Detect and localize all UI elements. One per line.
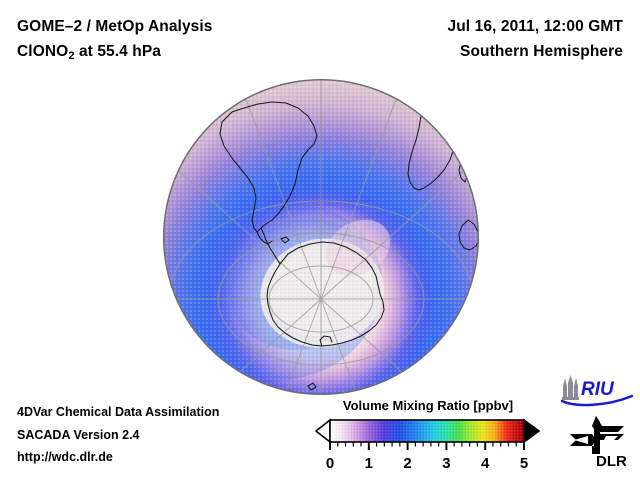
hemisphere-label: Southern Hemisphere <box>460 43 623 60</box>
colorbar-left-cap <box>314 418 331 444</box>
colorbar-svg: 0 1 2 3 4 5 <box>314 418 541 472</box>
header-right: Jul 16, 2011, 12:00 GMT Southern Hemisph… <box>448 14 623 64</box>
colorbar-ticks <box>329 442 525 450</box>
coastline-island-b <box>307 382 317 391</box>
species-subscript: 2 <box>68 50 75 62</box>
coastline-island-a <box>215 374 227 384</box>
globe-svg <box>162 78 480 396</box>
colorbar: Volume Mixing Ratio [ppbv] 0 1 2 3 4 5 <box>310 398 546 478</box>
timestamp-label: Jul 16, 2011, 12:00 GMT <box>447 18 623 35</box>
coastline-patagonia-detail <box>256 231 273 245</box>
title-species: ClONO2 at 55.4 hPa <box>17 39 213 69</box>
colorbar-tick-label: 1 <box>365 455 373 472</box>
title-instrument: GOME–2 / MetOp Analysis <box>17 18 213 35</box>
colorbar-tick-label: 3 <box>442 455 450 472</box>
footer-method: 4DVar Chemical Data Assimilation <box>17 405 220 419</box>
species-level: at 55.4 hPa <box>74 43 162 60</box>
riu-wordmark: RIU <box>581 379 615 400</box>
colorbar-title: Volume Mixing Ratio [ppbv] <box>342 398 514 413</box>
colorbar-tick-label: 4 <box>481 455 490 472</box>
riu-logo: RIU <box>560 375 634 407</box>
species-name: ClONO <box>17 43 69 60</box>
globe-limb <box>162 78 480 396</box>
concentration-field <box>163 79 479 395</box>
riu-spire-icon <box>562 375 579 400</box>
colorbar-tick-labels: 0 1 2 3 4 5 <box>326 455 528 472</box>
dlr-mark-icon <box>570 416 624 454</box>
coastline-falklands <box>280 236 290 244</box>
globe-map <box>162 78 480 396</box>
riu-swoosh <box>560 394 634 407</box>
dlr-logo: DLR <box>570 416 627 468</box>
footer-credits: 4DVar Chemical Data Assimilation SACADA … <box>17 401 219 469</box>
colorbar-tick-label: 5 <box>520 455 528 472</box>
colorbar-tick-label: 2 <box>403 455 411 472</box>
footer-url[interactable]: http://wdc.dlr.de <box>17 450 113 464</box>
dlr-wordmark: DLR <box>596 453 627 468</box>
header-left: GOME–2 / MetOp Analysis ClONO2 at 55.4 h… <box>17 14 213 69</box>
coastline-antarctica <box>266 241 385 347</box>
coastline-australia <box>458 219 479 251</box>
footer-version: SACADA Version 2.4 <box>17 427 140 442</box>
colorbar-tick-label: 0 <box>326 455 334 472</box>
coastline-antarctic-peninsula <box>260 227 281 265</box>
coastline-south-america <box>219 101 318 233</box>
coastlines <box>215 95 479 391</box>
coastline-ross-ice-shelf <box>319 335 333 347</box>
colorbar-right-cap <box>523 418 541 444</box>
